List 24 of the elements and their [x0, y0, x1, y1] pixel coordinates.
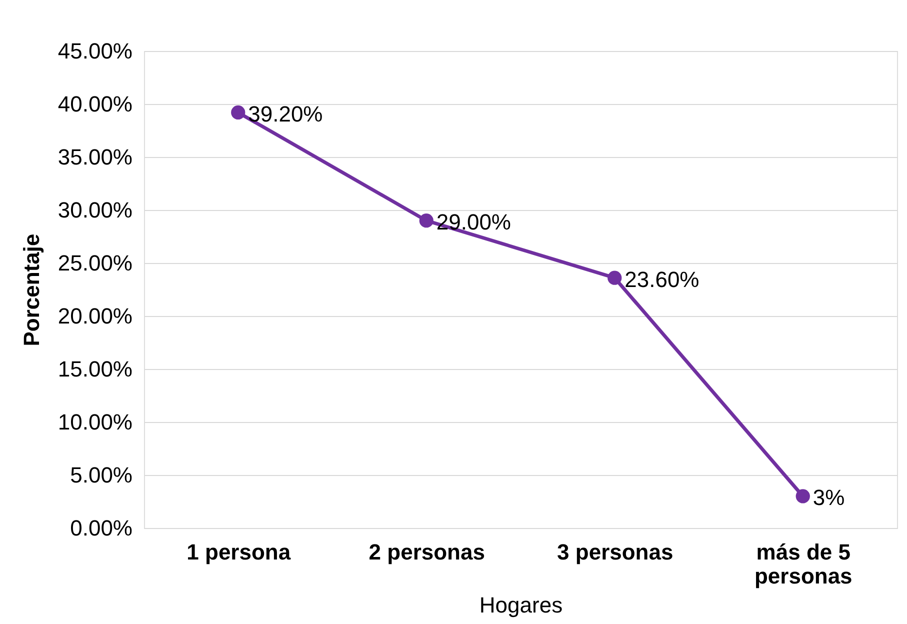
x-tick-label: 1 persona: [186, 540, 292, 564]
y-tick-label: 25.00%: [58, 250, 132, 276]
point: [796, 489, 810, 504]
point: [231, 105, 246, 120]
y-tick-label: 45.00%: [58, 38, 132, 64]
y-axis-title: Porcentaje: [18, 234, 44, 346]
data-label: 29.00%: [436, 210, 511, 235]
y-tick-label: 10.00%: [58, 410, 132, 434]
y-tick-label: 0.00%: [70, 516, 132, 540]
x-axis-title: Hogares: [479, 592, 563, 618]
y-tick-label: 20.00%: [58, 304, 132, 328]
point: [608, 270, 622, 285]
x-tick-label: 3 personas: [557, 540, 674, 564]
y-tick-label: 35.00%: [58, 144, 132, 170]
x-tick-label: más de 5 personas: [754, 540, 852, 588]
y-tick-label: 30.00%: [58, 198, 132, 222]
data-label: 39.20%: [248, 101, 323, 126]
data-label: 3%: [812, 485, 845, 510]
y-tick-label: 40.00%: [58, 92, 132, 116]
y-tick-label: 15.00%: [58, 356, 132, 382]
x-tick-label: 2 personas: [368, 540, 485, 564]
data-label: 23.60%: [624, 266, 700, 292]
point: [419, 214, 434, 228]
y-tick-label: 5.00%: [70, 462, 132, 488]
